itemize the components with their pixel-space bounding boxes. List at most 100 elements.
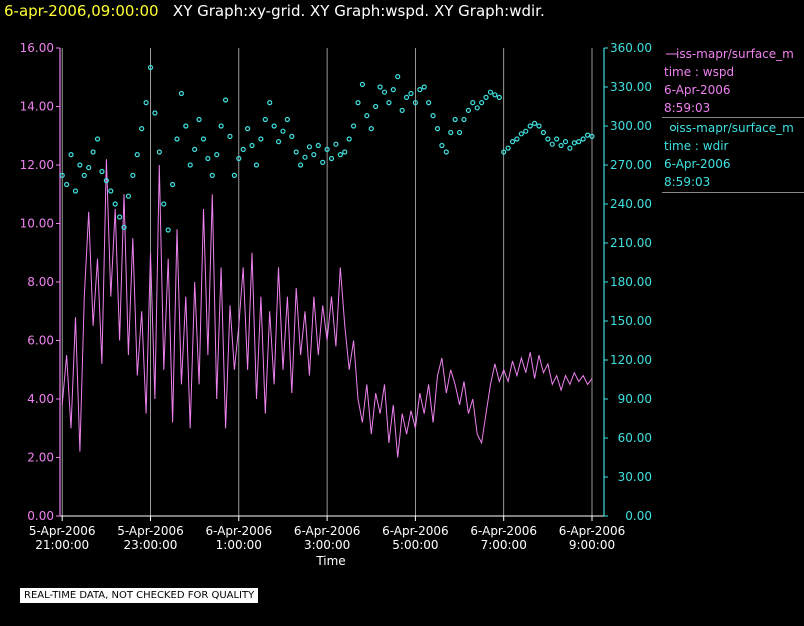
wdir-point bbox=[253, 162, 260, 168]
quality-notice: REAL-TIME DATA, NOT CHECKED FOR QUALITY bbox=[20, 588, 259, 603]
wdir-point bbox=[470, 99, 476, 106]
wdir-point bbox=[227, 133, 233, 139]
wdir-point bbox=[337, 152, 343, 158]
wdir-point bbox=[589, 133, 595, 139]
x-tick-label: 1:00:00 bbox=[216, 538, 262, 552]
legend-divider bbox=[662, 192, 804, 193]
left-tick-label: 8.00 bbox=[27, 275, 54, 289]
wdir-point bbox=[156, 149, 162, 155]
wdir-point bbox=[390, 86, 396, 93]
wdir-point bbox=[161, 201, 167, 207]
wdir-point bbox=[487, 89, 494, 95]
wdir-point bbox=[59, 172, 65, 178]
wdir-point bbox=[271, 123, 277, 129]
wdir-point bbox=[567, 145, 573, 151]
x-tick-label: 6-Apr-2006 bbox=[559, 524, 626, 538]
wdir-point bbox=[147, 64, 154, 71]
wdir-point bbox=[430, 112, 436, 119]
wdir-point bbox=[121, 224, 127, 230]
wdir-point bbox=[236, 155, 242, 162]
wdir-point bbox=[377, 84, 383, 90]
wdir-point bbox=[549, 141, 555, 147]
wdir-point bbox=[426, 99, 432, 106]
wdir-point bbox=[350, 123, 357, 129]
wdir-point bbox=[209, 172, 215, 178]
wdir-point bbox=[359, 81, 366, 88]
wdir-point bbox=[434, 126, 441, 132]
wdir-point bbox=[505, 145, 511, 151]
x-tick-label: 3:00:00 bbox=[304, 538, 350, 552]
wdir-point bbox=[536, 123, 542, 129]
right-tick-label: 210.00 bbox=[610, 236, 652, 250]
legend-wdir-field: time : wdir bbox=[664, 139, 729, 153]
legend-entry-wspd: iss-mapr/surface_m time : wspd 6-Apr-200… bbox=[664, 45, 794, 117]
wdir-point bbox=[284, 116, 290, 123]
wdir-point bbox=[293, 149, 299, 155]
wdir-point bbox=[311, 152, 317, 158]
wdir-point bbox=[222, 97, 229, 103]
wdir-point bbox=[509, 139, 516, 145]
wdir-point bbox=[554, 136, 560, 142]
legend-markers bbox=[666, 53, 677, 132]
left-tick-label: 6.00 bbox=[27, 334, 54, 348]
wdir-point bbox=[399, 107, 405, 114]
x-tick-label: 6-Apr-2006 bbox=[470, 524, 537, 538]
right-tick-label: 330.00 bbox=[610, 80, 652, 94]
x-tick-label: 7:00:00 bbox=[481, 538, 527, 552]
x-tick-label: 6-Apr-2006 bbox=[382, 524, 449, 538]
wdir-point bbox=[320, 159, 326, 165]
x-tick-label: 23:00:00 bbox=[124, 538, 178, 552]
right-tick-label: 30.00 bbox=[618, 470, 652, 484]
right-tick-label: 0.00 bbox=[625, 509, 652, 523]
wdir-point bbox=[355, 99, 361, 106]
wdir-point bbox=[523, 128, 529, 134]
wdir-point bbox=[302, 154, 308, 160]
legend-wdir-date: 6-Apr-2006 bbox=[664, 157, 731, 171]
legend-wspd-name: iss-mapr/surface_m bbox=[676, 47, 794, 61]
wdir-point bbox=[395, 73, 401, 80]
wdir-point bbox=[143, 99, 149, 106]
x-tick-label: 6-Apr-2006 bbox=[294, 524, 361, 538]
wdir-point bbox=[64, 181, 70, 188]
wdir-point bbox=[443, 149, 449, 155]
wdir-point bbox=[125, 193, 132, 199]
right-tick-label: 360.00 bbox=[610, 41, 652, 55]
wdir-point bbox=[580, 136, 586, 142]
wdir-point bbox=[200, 136, 207, 142]
wdir-point bbox=[306, 144, 313, 150]
axes: 5-Apr-200621:00:005-Apr-200623:00:006-Ap… bbox=[20, 41, 652, 568]
wdir-point bbox=[514, 136, 520, 142]
right-tick-label: 90.00 bbox=[618, 392, 652, 406]
right-tick-label: 180.00 bbox=[610, 275, 652, 289]
right-tick-label: 150.00 bbox=[610, 314, 652, 328]
wdir-point bbox=[231, 172, 237, 178]
x-axis-label: Time bbox=[315, 554, 345, 568]
wdir-point bbox=[373, 103, 379, 110]
wdir-point bbox=[346, 136, 352, 142]
wdir-point bbox=[584, 132, 591, 138]
right-tick-label: 240.00 bbox=[610, 197, 652, 211]
wdir-point bbox=[249, 142, 255, 149]
wdir-point bbox=[403, 94, 410, 101]
wdir-point bbox=[421, 84, 427, 90]
wdir-point bbox=[86, 165, 92, 171]
left-tick-label: 0.00 bbox=[27, 509, 54, 523]
wdir-point bbox=[452, 116, 458, 123]
x-tick-label: 21:00:00 bbox=[35, 538, 89, 552]
legend-entry-wdir: iss-mapr/surface_m time : wdir 6-Apr-200… bbox=[664, 119, 794, 191]
legend-circle-marker bbox=[669, 124, 677, 132]
wdir-point bbox=[576, 139, 582, 145]
left-tick-label: 12.00 bbox=[20, 158, 54, 172]
wdir-point bbox=[298, 162, 304, 168]
wdir-point bbox=[187, 162, 193, 168]
wdir-point bbox=[532, 120, 538, 127]
left-tick-label: 16.00 bbox=[20, 41, 54, 55]
wdir-point bbox=[324, 146, 330, 152]
wdir-point bbox=[262, 116, 268, 123]
right-tick-label: 120.00 bbox=[610, 353, 652, 367]
wdir-point bbox=[408, 90, 414, 97]
wdir-point bbox=[90, 149, 96, 155]
left-tick-label: 4.00 bbox=[27, 392, 54, 406]
wdir-point bbox=[368, 126, 374, 132]
left-tick-label: 10.00 bbox=[20, 217, 54, 231]
